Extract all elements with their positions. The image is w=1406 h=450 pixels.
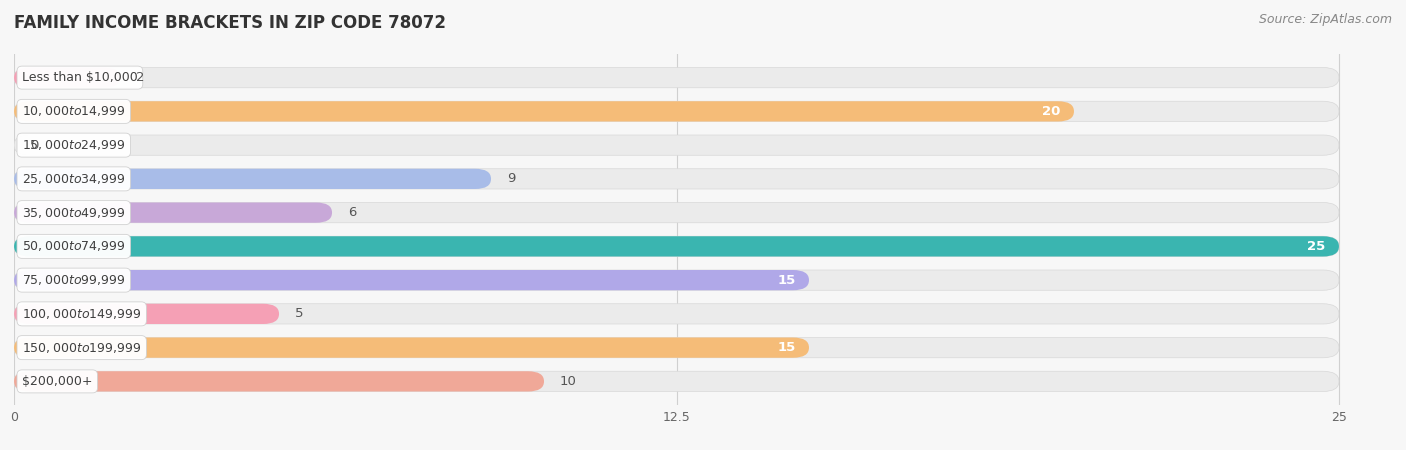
FancyBboxPatch shape xyxy=(14,371,544,392)
Text: 2: 2 xyxy=(136,71,145,84)
Text: $25,000 to $34,999: $25,000 to $34,999 xyxy=(22,172,125,186)
Text: $10,000 to $14,999: $10,000 to $14,999 xyxy=(22,104,125,118)
Text: $50,000 to $74,999: $50,000 to $74,999 xyxy=(22,239,125,253)
Text: 15: 15 xyxy=(778,341,796,354)
Text: 5: 5 xyxy=(295,307,304,320)
FancyBboxPatch shape xyxy=(14,169,1339,189)
Text: $35,000 to $49,999: $35,000 to $49,999 xyxy=(22,206,125,220)
Text: $15,000 to $24,999: $15,000 to $24,999 xyxy=(22,138,125,152)
FancyBboxPatch shape xyxy=(14,68,1339,88)
FancyBboxPatch shape xyxy=(14,68,120,88)
FancyBboxPatch shape xyxy=(14,135,1339,155)
FancyBboxPatch shape xyxy=(14,304,278,324)
FancyBboxPatch shape xyxy=(14,169,491,189)
FancyBboxPatch shape xyxy=(14,270,1339,290)
Text: 15: 15 xyxy=(778,274,796,287)
Text: 9: 9 xyxy=(508,172,515,185)
Text: 25: 25 xyxy=(1308,240,1326,253)
FancyBboxPatch shape xyxy=(14,236,1339,256)
Text: 20: 20 xyxy=(1042,105,1060,118)
FancyBboxPatch shape xyxy=(14,270,808,290)
FancyBboxPatch shape xyxy=(14,371,1339,392)
Text: 6: 6 xyxy=(347,206,356,219)
Text: $100,000 to $149,999: $100,000 to $149,999 xyxy=(22,307,142,321)
FancyBboxPatch shape xyxy=(14,236,1339,256)
FancyBboxPatch shape xyxy=(14,304,1339,324)
Text: FAMILY INCOME BRACKETS IN ZIP CODE 78072: FAMILY INCOME BRACKETS IN ZIP CODE 78072 xyxy=(14,14,446,32)
Text: $150,000 to $199,999: $150,000 to $199,999 xyxy=(22,341,142,355)
FancyBboxPatch shape xyxy=(14,202,1339,223)
Text: Source: ZipAtlas.com: Source: ZipAtlas.com xyxy=(1258,14,1392,27)
Text: $200,000+: $200,000+ xyxy=(22,375,93,388)
Text: Less than $10,000: Less than $10,000 xyxy=(22,71,138,84)
FancyBboxPatch shape xyxy=(14,338,1339,358)
Text: $75,000 to $99,999: $75,000 to $99,999 xyxy=(22,273,125,287)
FancyBboxPatch shape xyxy=(14,101,1074,122)
Text: 0: 0 xyxy=(30,139,38,152)
Text: 10: 10 xyxy=(560,375,576,388)
FancyBboxPatch shape xyxy=(14,338,808,358)
FancyBboxPatch shape xyxy=(14,202,332,223)
FancyBboxPatch shape xyxy=(14,101,1339,122)
